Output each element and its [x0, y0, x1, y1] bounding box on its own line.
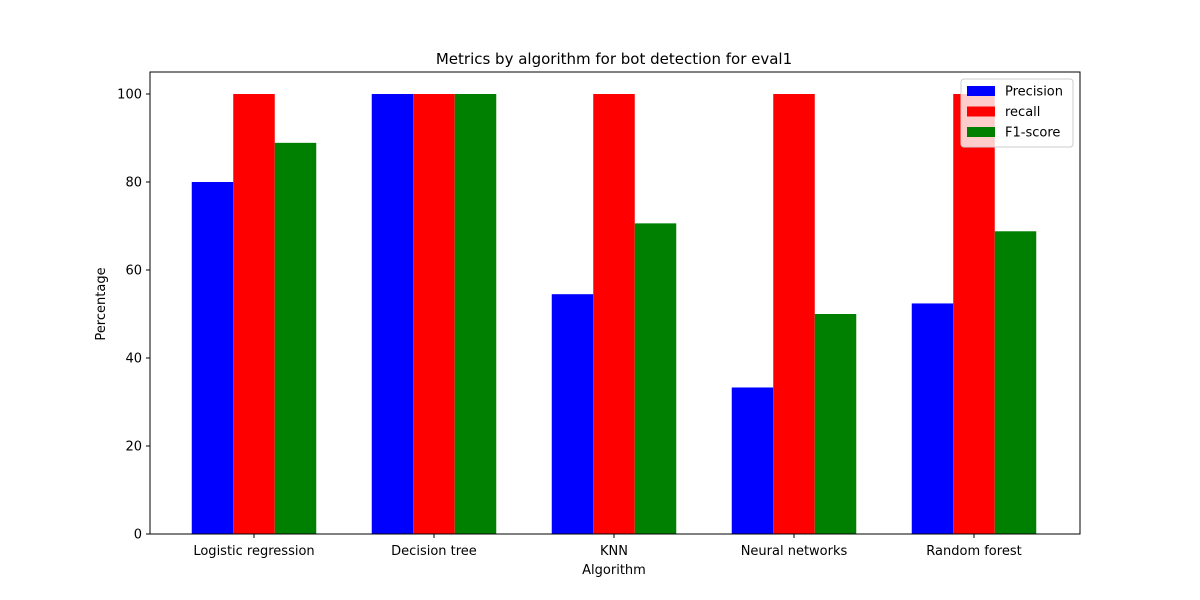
y-tick-label: 60: [125, 264, 142, 279]
bar-recall-knn: [593, 94, 635, 534]
x-axis-label: Algorithm: [582, 563, 646, 578]
bars-layer: [191, 94, 1037, 535]
plot-frame: [149, 71, 1081, 535]
legend-label: recall: [1005, 105, 1040, 120]
legend-swatch-precision: [967, 86, 995, 96]
legend-swatch-f1-score: [967, 127, 995, 137]
bar-f1-score-decision-tree: [454, 94, 497, 534]
x-axis-ticks: Logistic regression Decision tree KNN Neura…: [193, 534, 1022, 559]
legend-swatch-recall: [967, 106, 995, 117]
x-tick-label: Random forest: [926, 544, 1021, 559]
y-axis-ticks: 0 20 40 60 80 100: [117, 88, 150, 543]
bar-recall-random-forest: [953, 94, 995, 534]
legend-label: F1-score: [1005, 126, 1060, 141]
y-tick-label: 80: [125, 176, 142, 191]
bar-recall-neural-networks: [773, 94, 815, 534]
bar-recall-decision-tree: [413, 94, 455, 534]
y-tick-label: 100: [117, 88, 142, 103]
bar-precision-decision-tree: [371, 94, 414, 534]
bar-f1-score-random-forest: [994, 231, 1037, 534]
bar-precision-knn: [551, 294, 594, 534]
x-tick-label: Decision tree: [391, 544, 477, 559]
bar-f1-score-logistic-regression: [274, 142, 317, 534]
legend-label: Precision: [1005, 85, 1063, 100]
y-tick-label: 40: [125, 352, 142, 367]
x-tick-label: KNN: [600, 544, 628, 559]
bar-recall-logistic-regression: [233, 94, 275, 534]
x-tick-label: Logistic regression: [193, 544, 314, 559]
y-tick-label: 20: [125, 440, 142, 455]
y-axis-label: Percentage: [94, 267, 109, 340]
bar-precision-random-forest: [911, 303, 954, 534]
bar-precision-logistic-regression: [191, 182, 234, 534]
bar-f1-score-knn: [634, 223, 677, 535]
chart-title: Metrics by algorithm for bot detection f…: [436, 50, 792, 68]
bar-precision-neural-networks: [731, 387, 774, 534]
bar-f1-score-neural-networks: [814, 314, 857, 534]
x-tick-label: Neural networks: [741, 544, 848, 559]
legend: Precision recall F1-score: [960, 78, 1074, 148]
y-tick-label: 0: [134, 528, 142, 543]
